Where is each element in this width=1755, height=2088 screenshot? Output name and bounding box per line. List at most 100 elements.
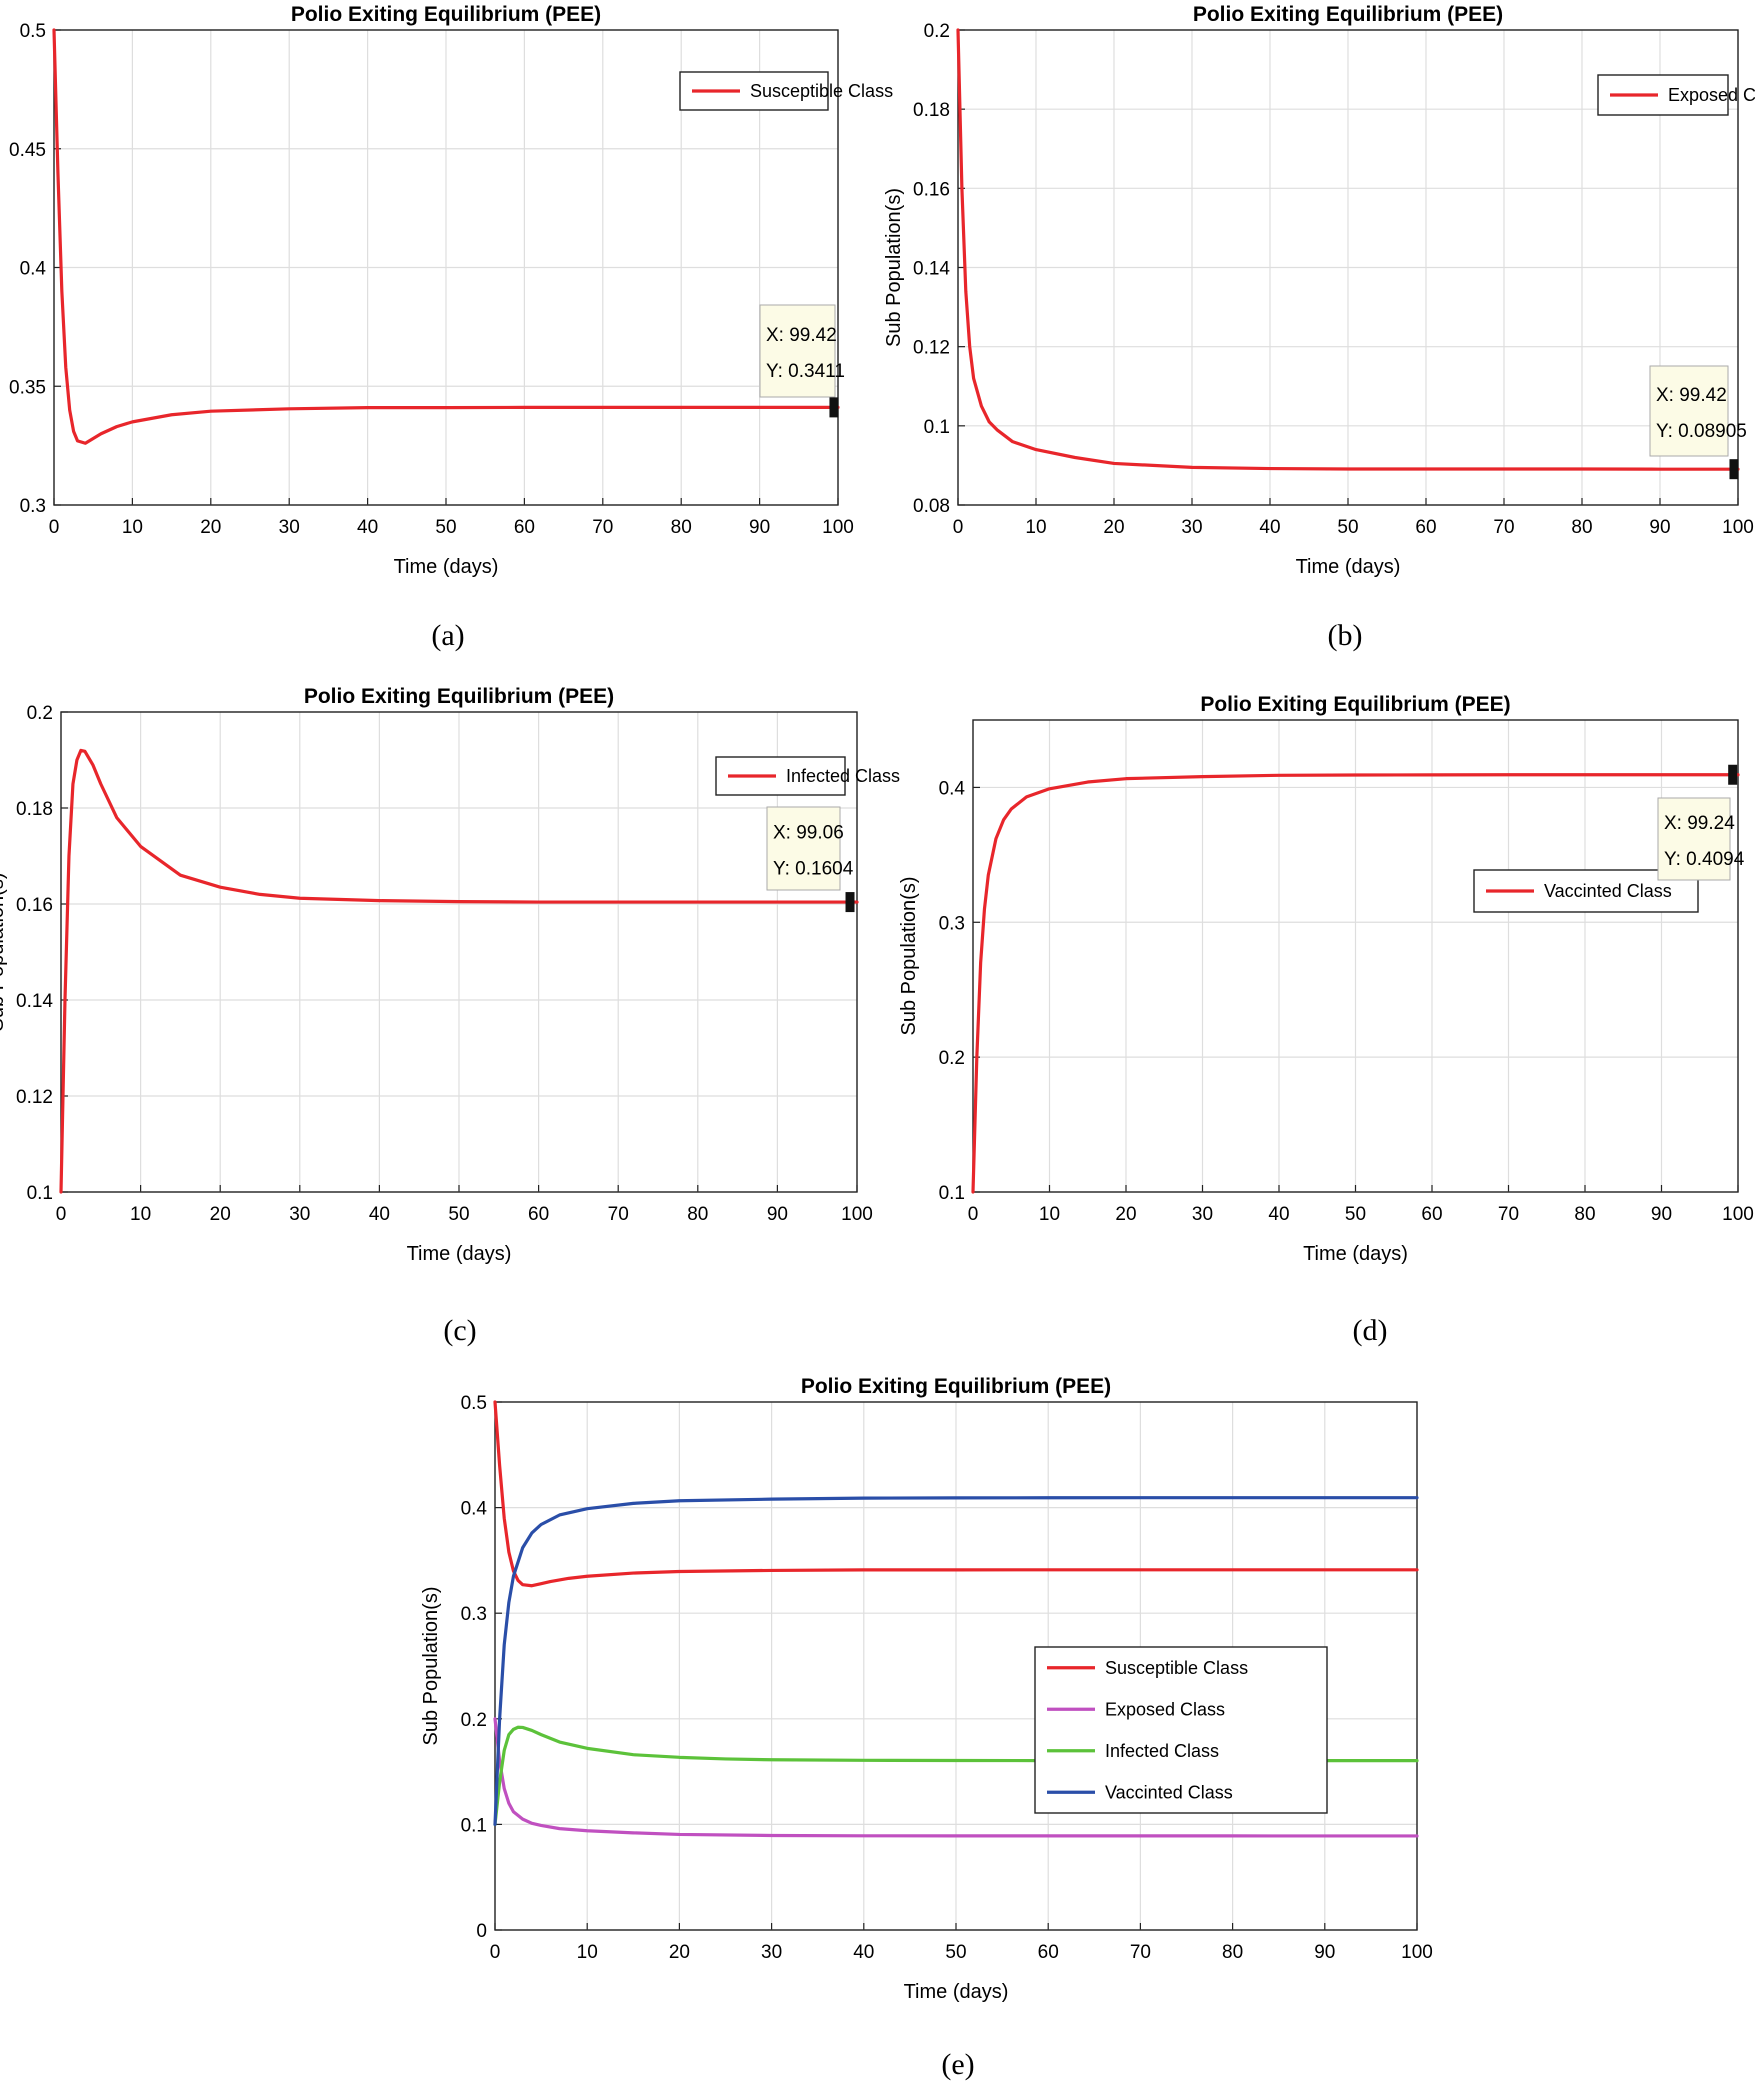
legend-entry: Vaccinted Class	[1105, 1782, 1233, 1802]
datatip-y: Y: 0.3411	[766, 361, 845, 382]
axes-frame	[60, 711, 858, 1193]
x-tick-label: 70	[1130, 1942, 1151, 1963]
series-line-infected-class	[59, 748, 859, 1194]
x-tick-label: 80	[687, 1204, 708, 1225]
y-tick-label: 0.35	[9, 377, 46, 398]
y-tick-label: 0.16	[16, 895, 53, 916]
x-axis-label: Time (days)	[1296, 556, 1401, 578]
chart-title: Polio Exiting Equilibrium (PEE)	[291, 3, 601, 26]
y-tick-label: 0.3	[20, 496, 46, 517]
panel-caption: (a)	[431, 619, 464, 652]
x-tick-label: 30	[1192, 1204, 1213, 1225]
datatip-marker	[1728, 764, 1738, 785]
datatip: X: 99.24 Y: 0.4094	[1657, 764, 1745, 881]
y-tick-label: 0.4	[20, 259, 47, 280]
x-tick-label: 60	[1415, 517, 1436, 538]
y-axis-label: Sub Population(s)	[898, 877, 920, 1036]
x-tick-label: 60	[528, 1204, 549, 1225]
y-tick-label: 0	[476, 1921, 487, 1942]
chart-title: Polio Exiting Equilibrium (PEE)	[304, 685, 614, 708]
legend: Exposed Class	[1597, 74, 1755, 116]
x-tick-label: 90	[1314, 1942, 1335, 1963]
x-tick-label: 50	[1345, 1204, 1366, 1225]
y-axis-label: Sub Population(s)	[883, 188, 905, 347]
legend: Infected Class	[715, 756, 900, 796]
y-tick-label: 0.18	[16, 799, 53, 820]
x-tick-label: 50	[435, 517, 456, 538]
x-tick-label: 30	[761, 1942, 782, 1963]
y-tick-label: 0.4	[461, 1499, 488, 1520]
x-tick-label: 40	[853, 1942, 874, 1963]
x-tick-label: 90	[749, 517, 770, 538]
legend-entry: Exposed Class	[1668, 85, 1755, 105]
x-tick-label: 70	[592, 517, 613, 538]
x-tick-label: 70	[1498, 1204, 1519, 1225]
panel-caption: (c)	[443, 1314, 476, 1347]
x-tick-label: 0	[56, 1204, 67, 1225]
x-tick-label: 100	[1722, 517, 1754, 538]
y-tick-label: 0.14	[16, 991, 53, 1012]
y-tick-label: 0.2	[939, 1048, 965, 1069]
datatip-x: X: 99.42	[1656, 385, 1727, 406]
y-tick-label: 0.2	[27, 703, 53, 724]
y-tick-label: 0.3	[939, 913, 965, 934]
legend-entry: Vaccinted Class	[1544, 881, 1672, 901]
y-tick-label: 0.18	[913, 100, 950, 121]
y-axis-label: Sub Population(s)	[0, 873, 8, 1032]
chart-panel-3: 0 10 20 30 40 50 60 70 80 90 100 0.1 0.12 0.14 0.16 0.1…	[0, 685, 900, 1347]
y-axis-label: Sub Population(s)	[420, 1587, 442, 1746]
x-tick-label: 80	[1222, 1942, 1243, 1963]
y-tick-label: 0.4	[939, 778, 966, 799]
x-tick-label: 10	[122, 517, 143, 538]
chart-title: Polio Exiting Equilibrium (PEE)	[801, 1375, 1111, 1398]
chart-title: Polio Exiting Equilibrium (PEE)	[1200, 693, 1510, 716]
chart-panel-1: 0 10 20 30 40 50 60 70 80 90 100 0.3 0.35 0.4 0.45 0.5 P…	[0, 3, 893, 652]
y-tick-label: 0.2	[924, 21, 950, 42]
axes-frame	[494, 1401, 1418, 1931]
y-tick-label: 0.5	[20, 21, 46, 42]
x-axis-label: Time (days)	[394, 556, 499, 578]
series-line-exposed-class	[493, 1717, 1419, 1838]
x-tick-label: 40	[1268, 1204, 1289, 1225]
datatip-box	[766, 806, 841, 891]
x-tick-label: 80	[1571, 517, 1592, 538]
chart-panel-2: 0 10 20 30 40 50 60 70 80 90 100 0.08 0.1 0.12 0.14 0.1…	[883, 3, 1755, 652]
datatip-marker	[1729, 459, 1739, 480]
y-tick-label: 0.12	[16, 1087, 53, 1108]
datatip-marker	[829, 397, 839, 418]
x-axis-label: Time (days)	[1303, 1243, 1408, 1265]
datatip-y: Y: 0.4094	[1664, 849, 1745, 870]
legend-entry: Infected Class	[786, 766, 900, 786]
x-tick-label: 40	[357, 517, 378, 538]
y-tick-label: 0.12	[913, 338, 950, 359]
x-tick-label: 0	[968, 1204, 979, 1225]
x-tick-label: 30	[1181, 517, 1202, 538]
x-tick-label: 90	[1649, 517, 1670, 538]
y-tick-label: 0.14	[913, 259, 950, 280]
datatip-marker	[845, 892, 855, 913]
chart-panel-5: 0 10 20 30 40 50 60 70 80 90 100 0 0.1 0.2 0.3 0.4 0.5 Po…	[420, 1375, 1433, 2081]
x-tick-label: 100	[841, 1204, 873, 1225]
axes-frame	[957, 29, 1739, 506]
y-tick-label: 0.5	[461, 1393, 487, 1414]
y-tick-label: 0.1	[939, 1183, 965, 1204]
x-tick-label: 100	[822, 517, 854, 538]
series-line-exposed-class	[956, 28, 1740, 471]
chart-title: Polio Exiting Equilibrium (PEE)	[1193, 3, 1503, 26]
x-tick-label: 40	[369, 1204, 390, 1225]
x-tick-label: 0	[953, 517, 964, 538]
datatip: X: 99.06 Y: 0.1604	[766, 806, 855, 913]
datatip-x: X: 99.24	[1664, 813, 1735, 834]
x-tick-label: 10	[130, 1204, 151, 1225]
x-axis-label: Time (days)	[904, 1981, 1009, 2003]
y-tick-label: 0.2	[461, 1710, 487, 1731]
legend-entry: Susceptible Class	[1105, 1658, 1248, 1678]
x-tick-label: 10	[1025, 517, 1046, 538]
y-tick-label: 0.3	[461, 1604, 487, 1625]
legend-box	[1597, 74, 1729, 116]
datatip-y: Y: 0.1604	[773, 859, 854, 880]
legend-box	[1034, 1646, 1328, 1814]
x-tick-label: 100	[1401, 1942, 1433, 1963]
x-axis-label: Time (days)	[407, 1243, 512, 1265]
